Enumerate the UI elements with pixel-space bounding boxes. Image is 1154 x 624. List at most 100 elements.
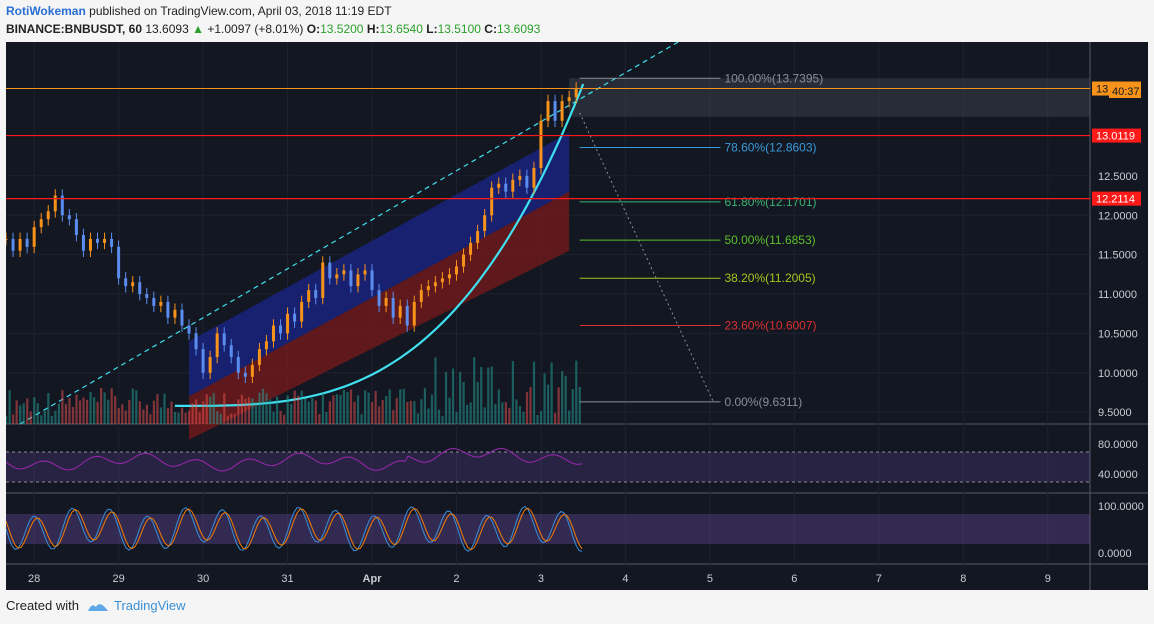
candle [159,301,163,306]
volume-bar [342,390,346,424]
volume-bar [191,403,194,424]
candle [462,254,466,267]
candle [60,195,64,216]
candle [229,345,233,358]
volume-bar [314,400,317,424]
stoch-k-line [6,505,583,552]
candle [532,168,536,188]
volume-bar [321,393,324,424]
candle [25,238,29,247]
volume-bar [40,415,43,424]
volume-bar [307,401,310,424]
volume-bar [36,403,39,424]
candle [349,270,353,287]
volume-bar [128,399,131,424]
volume-bar [107,399,110,424]
volume-bar [297,395,300,424]
levels-layer: 13.0119 12.2114 [6,88,1141,206]
volume-bar [244,398,247,424]
time-tick-label: 4 [622,573,628,585]
candle [363,270,367,275]
candle [74,219,78,235]
level-tag-text: 13.0119 [1096,131,1135,143]
fib-diagonal-line [579,112,714,403]
level-tag-text: 12.2114 [1096,194,1135,206]
volume-bar [395,398,398,424]
volume-bar [568,410,571,424]
candle [236,357,240,373]
volume-bar [170,401,173,424]
fib-label: 78.60%(12.8603) [724,141,816,155]
volume-bar [71,406,75,424]
candle [11,238,15,251]
volume-bar [420,399,423,424]
price-tick-label: 10.0000 [1098,368,1138,380]
candle [398,305,402,318]
volume-bar [216,411,219,424]
price-tick-label: 9.5000 [1098,407,1132,419]
price-tick-label: 10.5000 [1098,328,1138,340]
volume-bar [6,416,8,424]
time-tick-label: 31 [281,573,293,585]
candle [194,333,198,350]
volume-bar [571,388,574,424]
volume-bar [89,391,92,424]
volume-bar [223,393,226,424]
candle [342,270,346,275]
volume-bar [237,399,240,424]
volume-bar [100,388,103,424]
candle [314,290,318,298]
volume-bar [233,413,236,424]
candle [370,270,374,291]
time-tick-label: 8 [960,573,966,585]
stoch-band [6,514,1090,544]
volume-bar [385,395,388,424]
volume-bar [529,387,532,424]
volume-bar [353,401,356,424]
volume-bar [381,399,384,424]
fib-label: 50.00%(11.6853) [724,233,815,247]
volume-bar [487,367,490,424]
created-with-text: Created with [6,598,79,613]
stoch-d-line [6,507,583,551]
volume-bar [226,415,229,424]
volume-bar [159,407,163,424]
candle [426,286,430,291]
volume-bar [497,389,500,424]
volume-bar [349,389,353,424]
open-label: O: [306,22,321,36]
volume-bar [459,372,462,424]
volume-bar [251,398,254,424]
volume-bar [149,414,152,424]
volume-bar [300,390,303,424]
candle [328,262,332,279]
volume-bar [564,375,567,424]
stoch-tick-0: 0.0000 [1098,548,1132,560]
candle [447,274,451,279]
price-axis[interactable]: 12.5000 12.0000 11.5000 11.0000 10.5000 10.00… [1098,171,1138,419]
author-name[interactable]: RotiWokeman [6,4,86,18]
candle [96,238,100,243]
volume-bar [374,390,377,424]
volume-bar [103,392,106,424]
fib-label: 61.80%(12.1701) [724,195,816,209]
candle [483,215,487,232]
candle [504,183,508,192]
volume-bar [378,406,381,424]
volume-bar [494,404,497,424]
volume-layer [6,357,581,424]
volume-bar [22,403,25,424]
tradingview-brand[interactable]: TradingView [87,598,186,613]
time-axis[interactable]: 28 29 30 31 Apr 2 3 4 5 6 7 8 9 [28,573,1051,585]
volume-bar [508,407,511,424]
candle [145,294,149,298]
volume-bar [43,410,46,424]
volume-bar [536,415,539,424]
candle [250,364,254,377]
candle [335,274,339,279]
candle [152,297,156,306]
volume-bar [511,360,515,424]
candle [560,101,564,121]
tradingview-logo-icon [87,603,108,611]
price-chart[interactable]: 100.00%(13.7395) 78.60%(12.8603) 61.80%(12… [6,42,1148,590]
